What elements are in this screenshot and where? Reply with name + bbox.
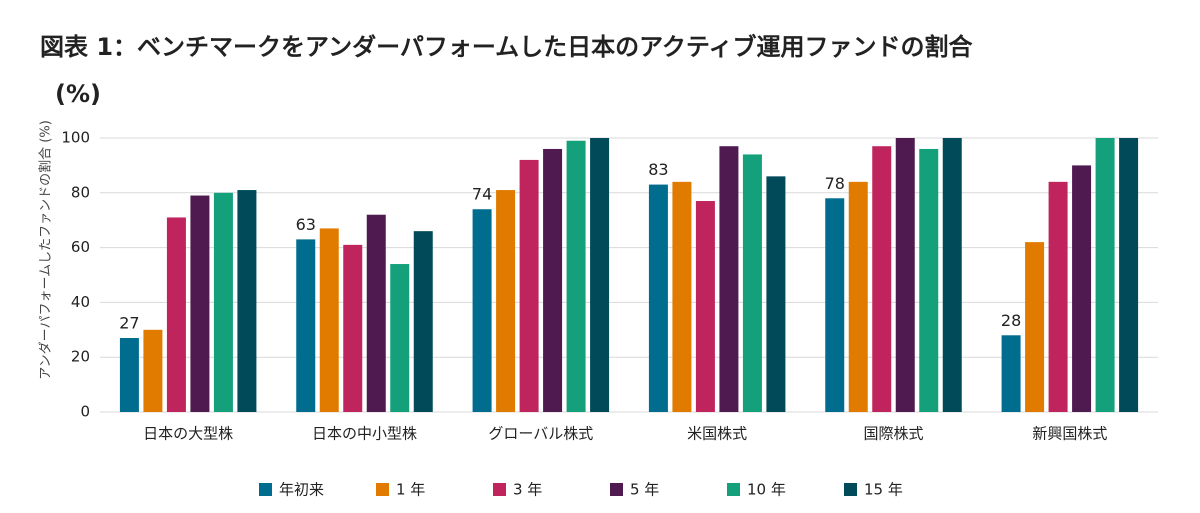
- bar: [648, 184, 668, 412]
- bar: [848, 181, 868, 412]
- unit-label: (%): [55, 80, 101, 108]
- bar: [519, 159, 539, 412]
- x-tick-label: 米国株式: [687, 425, 747, 443]
- bar: [1095, 138, 1115, 412]
- bar: [895, 138, 915, 412]
- y-tick-label: 60: [71, 238, 90, 256]
- bar: [942, 138, 962, 412]
- legend-swatch: [259, 483, 272, 496]
- bar: [296, 239, 316, 412]
- x-tick-label: 日本の中小型株: [312, 425, 417, 443]
- bar: [566, 140, 586, 413]
- data-label: 28: [1001, 311, 1021, 330]
- bar: [1072, 165, 1092, 412]
- bar: [319, 228, 339, 412]
- legend-label: 年初来: [279, 481, 324, 499]
- x-tick-label: 国際株式: [863, 425, 923, 443]
- bar: [1001, 335, 1021, 412]
- bar: [166, 217, 186, 412]
- bar: [366, 214, 386, 412]
- x-tick-label: 新興国株式: [1032, 425, 1107, 443]
- bar: [672, 181, 692, 412]
- y-tick-label: 100: [61, 129, 90, 147]
- y-tick-label: 40: [71, 293, 90, 311]
- bar: [213, 192, 233, 412]
- bar: [590, 138, 610, 412]
- legend-label: 15 年: [864, 481, 903, 499]
- y-axis-label: アンダーパフォームしたファンドの割合 (%): [38, 120, 54, 380]
- y-tick-label: 0: [80, 403, 90, 421]
- y-tick-label: 20: [71, 348, 90, 366]
- x-tick-label: グローバル株式: [488, 425, 593, 443]
- bar: [413, 231, 433, 412]
- bar: [190, 195, 210, 412]
- bar: [237, 190, 257, 412]
- legend-swatch: [493, 483, 506, 496]
- bar: [695, 201, 715, 412]
- legend-label: 1 年: [396, 481, 425, 499]
- legend-swatch: [376, 483, 389, 496]
- data-label: 27: [119, 314, 139, 333]
- data-label: 83: [648, 160, 668, 179]
- legend-swatch: [610, 483, 623, 496]
- bar: [543, 148, 563, 412]
- bar: [390, 264, 410, 412]
- legend-label: 10 年: [747, 481, 786, 499]
- data-label: 63: [296, 215, 316, 234]
- x-tick-label: 日本の大型株: [143, 425, 233, 443]
- bar: [825, 198, 845, 412]
- legend-swatch: [727, 483, 740, 496]
- bar: [872, 146, 892, 412]
- legend-label: 5 年: [630, 481, 659, 499]
- bar: [1119, 138, 1139, 412]
- bar: [472, 209, 492, 412]
- chart-title: 図表 1：ベンチマークをアンダーパフォームした日本のアクティブ運用ファンドの割合: [40, 33, 973, 61]
- data-label: 78: [825, 174, 845, 193]
- bar: [919, 148, 939, 412]
- bar: [719, 146, 739, 412]
- data-label: 74: [472, 185, 492, 204]
- bar: [742, 154, 762, 412]
- legend-label: 3 年: [513, 481, 542, 499]
- legend-swatch: [844, 483, 857, 496]
- bar: [143, 329, 163, 412]
- y-tick-label: 80: [71, 183, 90, 201]
- bar: [1048, 181, 1068, 412]
- bar: [766, 176, 786, 412]
- bar: [343, 244, 363, 412]
- bar: [119, 338, 139, 412]
- bar: [1025, 242, 1045, 412]
- bar: [496, 190, 516, 412]
